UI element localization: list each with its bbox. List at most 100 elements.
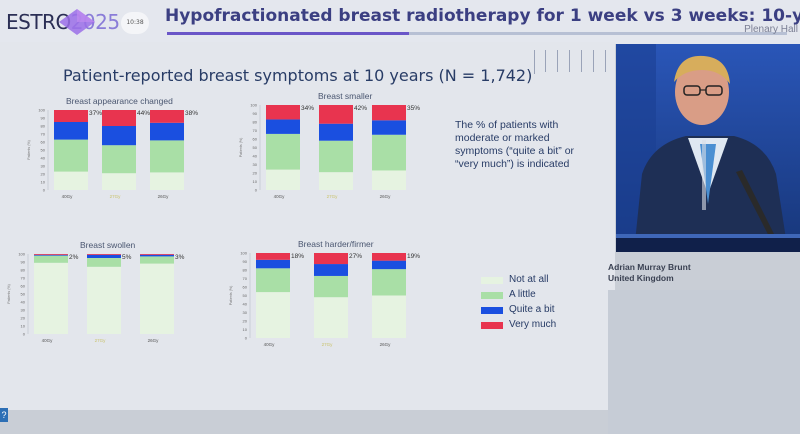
bar-segment: [102, 110, 136, 126]
chart-title: Breast swollen: [80, 240, 136, 250]
legend-label: Not at all: [509, 274, 549, 285]
legend-label: Quite a bit: [509, 304, 555, 315]
y-tick-label: 10: [41, 180, 46, 185]
y-tick-label: 0: [255, 188, 258, 193]
bar-segment: [372, 269, 406, 296]
bar-segment: [150, 122, 184, 141]
bar-segment: [34, 254, 68, 255]
x-tick-label: 27Gy: [327, 194, 339, 199]
y-tick-label: 20: [243, 319, 248, 324]
y-tick-label: 90: [21, 260, 26, 265]
y-tick-label: 20: [253, 171, 258, 176]
x-tick-label: 40Gy: [42, 338, 54, 343]
y-tick-label: 50: [21, 292, 26, 297]
bar-segment: [319, 140, 353, 173]
chart-plot: Patients (%)100908070605040302010037%40G…: [27, 108, 198, 200]
x-tick-label: 27Gy: [110, 194, 122, 199]
data-label: 27%: [349, 253, 362, 260]
y-tick-label: 20: [41, 172, 46, 177]
data-label: 37%: [89, 110, 102, 117]
logo-gem-icon: [59, 9, 95, 35]
y-tick-label: 50: [243, 293, 248, 298]
bar-segment: [372, 170, 406, 190]
x-tick-label: 40Gy: [62, 194, 74, 199]
y-axis-label: Patients (%): [7, 284, 11, 304]
y-tick-label: 50: [41, 148, 46, 153]
x-tick-label: 40Gy: [274, 194, 286, 199]
chart-title: Breast appearance changed: [66, 96, 173, 106]
y-tick-label: 60: [21, 284, 26, 289]
bar-segment: [314, 264, 348, 276]
y-tick-label: 30: [41, 164, 46, 169]
y-tick-label: 10: [243, 327, 248, 332]
chart-plot: Patients (%)100908070605040302010018%40G…: [229, 251, 420, 348]
bar-segment: [256, 292, 290, 338]
session-progress-fill: [167, 32, 409, 35]
speaker-name: Adrian Murray Brunt: [608, 262, 691, 272]
data-label: 18%: [291, 253, 304, 260]
legend-swatch: [481, 277, 503, 284]
y-tick-label: 80: [41, 124, 46, 129]
data-label: 38%: [185, 110, 198, 117]
speaker-portrait-icon: [616, 44, 800, 252]
bar-segment: [372, 260, 406, 270]
y-tick-label: 80: [21, 268, 26, 273]
bar-segment: [372, 295, 406, 338]
bar-segment: [87, 266, 121, 334]
x-tick-label: 26Gy: [148, 338, 160, 343]
estro-logo: ESTRO2025: [4, 6, 120, 40]
y-tick-label: 100: [38, 108, 45, 113]
x-tick-label: 26Gy: [158, 194, 170, 199]
bar-segment: [372, 105, 406, 121]
top-bar: ESTRO2025 10:38 Hypofractionated breast …: [0, 0, 800, 44]
location-label: Plenary Hall: [744, 24, 798, 35]
slide-title: Patient-reported breast symptoms at 10 y…: [63, 66, 533, 85]
bar-segment: [87, 258, 121, 267]
chart-plot: Patients (%)100908070605040302010034%40G…: [239, 103, 420, 200]
y-tick-label: 90: [243, 259, 248, 264]
chart-breast-swollen: Breast swollen Patients (%) 100 90 80 70 60 50…: [7, 240, 208, 350]
bar-segment: [256, 259, 290, 269]
y-tick-label: 40: [21, 300, 26, 305]
y-tick-label: 70: [21, 276, 26, 281]
bar-segment: [319, 172, 353, 190]
y-tick-label: 90: [253, 111, 258, 116]
bar-segment: [372, 134, 406, 171]
bar-segment: [54, 110, 88, 122]
data-label: 44%: [137, 110, 150, 117]
y-tick-label: 40: [243, 302, 248, 307]
speaker-caption: Adrian Murray Brunt United Kingdom: [608, 262, 691, 284]
bar-segment: [150, 110, 184, 123]
clock-badge: 10:38: [121, 12, 149, 34]
y-tick-label: 70: [243, 276, 248, 281]
y-tick-label: 0: [23, 332, 26, 337]
legend-swatch: [481, 292, 503, 299]
chart-appearance-changed: Breast appearance changed Patients (%) 10…: [27, 96, 218, 206]
background-band: [608, 290, 800, 434]
bar-segment: [140, 263, 174, 334]
y-tick-label: 40: [253, 154, 258, 159]
bar-segment: [256, 268, 290, 293]
y-tick-label: 30: [21, 308, 26, 313]
data-label: 5%: [122, 254, 132, 261]
bar-segment: [140, 254, 174, 257]
data-label: 2%: [69, 254, 79, 261]
y-tick-label: 100: [18, 252, 25, 257]
y-tick-label: 20: [21, 316, 26, 321]
chart-harder-firmer: Breast harder/firmer Patients (%) 100 90 80…: [229, 239, 440, 354]
y-tick-label: 40: [41, 156, 46, 161]
presentation-slide: Patient-reported breast symptoms at 10 y…: [0, 42, 615, 410]
x-tick-label: 26Gy: [380, 194, 392, 199]
bar-segment: [54, 122, 88, 140]
bar-segment: [54, 139, 88, 172]
help-link[interactable]: ?: [0, 408, 8, 422]
data-label: 35%: [407, 105, 420, 112]
x-tick-label: 26Gy: [380, 342, 392, 347]
bar-segment: [87, 254, 121, 258]
bar-segment: [150, 140, 184, 173]
speaker-video: [616, 44, 800, 252]
y-axis-label: Patients (%): [27, 140, 31, 160]
chart-title: Breast harder/firmer: [298, 239, 374, 249]
bar-segment: [54, 171, 88, 190]
y-tick-label: 80: [253, 120, 258, 125]
